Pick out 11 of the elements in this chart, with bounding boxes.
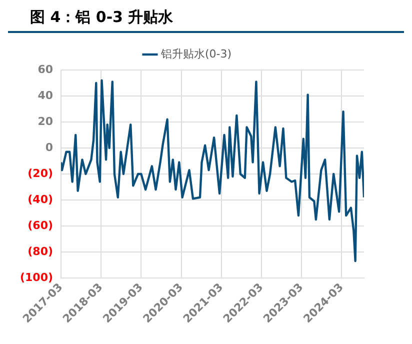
y-tick-label: (60) xyxy=(28,218,54,232)
y-tick-label: 0 xyxy=(45,140,54,154)
chart-title: 图 4：铝 0-3 升贴水 xyxy=(29,8,174,28)
y-tick-label: 40 xyxy=(38,88,54,102)
y-tick-label: 20 xyxy=(38,114,54,128)
y-tick-label: (80) xyxy=(28,244,54,258)
y-tick-label: (40) xyxy=(28,192,54,206)
y-tick-label: (20) xyxy=(28,166,54,180)
y-tick-label: 60 xyxy=(38,62,54,76)
legend-label: 铝升贴水(0-3) xyxy=(160,47,232,60)
y-tick-label: (100) xyxy=(20,270,54,284)
